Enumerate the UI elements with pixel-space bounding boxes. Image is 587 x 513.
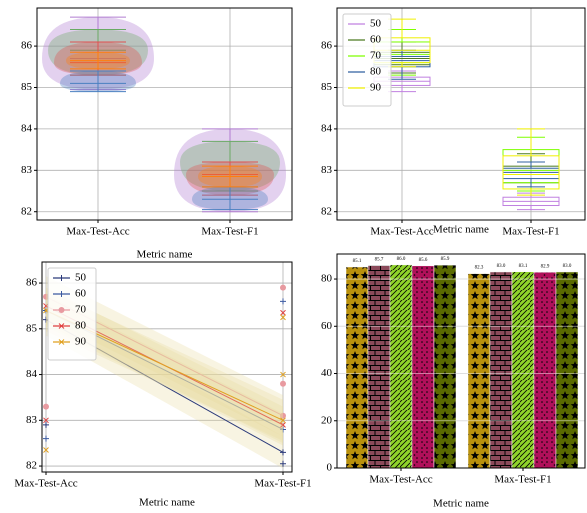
legend-label: 60 (75, 288, 87, 300)
value-label: 83.0 (497, 264, 506, 269)
y-tick-label: 86 (21, 40, 33, 52)
value-label: 83.0 (563, 264, 572, 269)
value-label: 85.7 (375, 258, 384, 263)
marker (43, 417, 49, 424)
marker (58, 307, 65, 313)
value-label: 85.1 (353, 259, 362, 264)
axes-frame (36, 7, 293, 221)
y-tick-label: 85 (321, 81, 333, 93)
y-tick-label: 40 (321, 367, 333, 379)
marker (280, 417, 286, 424)
bar (367, 265, 391, 469)
bar (433, 264, 457, 469)
legend-label: 50 (370, 18, 382, 30)
marker (58, 291, 65, 297)
plot-area (37, 8, 292, 220)
legend-label: 70 (75, 304, 87, 316)
box (502, 155, 560, 190)
legend-label: 90 (75, 336, 87, 348)
axes-frame (336, 253, 586, 469)
marker (43, 403, 49, 410)
axes-frame (41, 261, 293, 473)
y-tick-label: 83 (21, 164, 33, 176)
x-axis-label: Metric name (433, 498, 489, 510)
bar (411, 265, 435, 469)
marker (280, 412, 286, 419)
value-label: 82.9 (541, 264, 550, 269)
y-tick-label: 82 (21, 205, 32, 217)
legend-box (342, 13, 392, 107)
bar (389, 264, 413, 469)
value-label: 85.6 (419, 258, 428, 263)
legend-label: 70 (370, 50, 382, 62)
y-tick-label: 0 (327, 462, 333, 474)
x-tick-label: Max-Test-Acc (370, 226, 433, 238)
x-tick-label: Max-Test-F1 (254, 478, 311, 490)
marker (280, 449, 286, 456)
value-label: 85.9 (441, 257, 450, 262)
marker (280, 460, 286, 467)
value-label: 86.0 (397, 257, 406, 262)
marker (58, 323, 65, 329)
legend-label: 50 (75, 272, 87, 284)
marker (280, 284, 286, 291)
marker (280, 371, 286, 378)
y-tick-label: 82 (321, 205, 332, 217)
marker (280, 314, 286, 321)
bar (555, 271, 579, 469)
marker (43, 435, 49, 442)
marker (280, 426, 286, 433)
marker (43, 421, 49, 428)
x-axis-label: Metric name (137, 249, 193, 261)
bar (533, 271, 557, 469)
y-tick-label: 84 (321, 122, 333, 134)
bar (345, 266, 369, 469)
marker (43, 447, 49, 453)
y-tick-label: 85 (26, 322, 38, 334)
y-tick-label: 83 (26, 414, 38, 426)
marker (280, 422, 286, 428)
y-tick-label: 86 (321, 40, 333, 52)
y-tick-label: 80 (321, 273, 333, 285)
x-tick-label: Max-Test-Acc (66, 226, 129, 238)
marker (280, 380, 286, 387)
x-tick-label: Max-Test-F1 (201, 226, 258, 238)
y-tick-label: 60 (321, 320, 333, 332)
x-tick-label: Max-Test-F1 (494, 474, 551, 486)
y-tick-label: 85 (21, 81, 33, 93)
marker (58, 339, 65, 345)
y-tick-label: 84 (21, 122, 33, 134)
value-label: 83.1 (519, 264, 528, 269)
x-tick-label: Max-Test-Acc (369, 474, 432, 486)
value-label: 82.3 (475, 266, 484, 271)
bar (489, 271, 513, 469)
marker (280, 298, 286, 305)
y-tick-label: 82 (26, 460, 37, 472)
y-tick-label: 83 (321, 164, 333, 176)
bar (467, 273, 491, 469)
x-axis-label: Metric name (139, 497, 195, 509)
y-tick-label: 20 (321, 414, 333, 426)
legend-label: 80 (75, 320, 87, 332)
x-axis-label: Metric name (433, 224, 489, 236)
legend-label: 90 (370, 82, 382, 94)
legend-label: 80 (370, 66, 382, 78)
x-tick-label: Max-Test-Acc (14, 478, 77, 490)
marker (280, 309, 286, 316)
marker (58, 275, 65, 281)
legend-box (47, 267, 97, 361)
y-tick-label: 84 (26, 368, 38, 380)
x-tick-label: Max-Test-F1 (502, 226, 559, 238)
legend-label: 60 (370, 34, 382, 46)
y-tick-label: 86 (26, 277, 38, 289)
bar (511, 271, 535, 469)
axes-frame (336, 7, 586, 221)
